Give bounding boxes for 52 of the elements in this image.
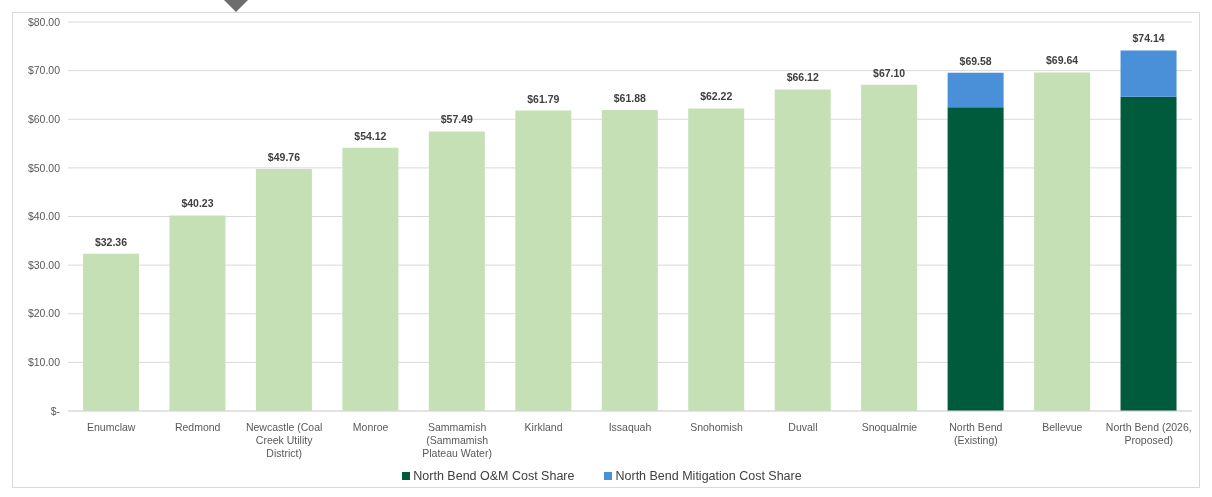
bar bbox=[601, 110, 658, 411]
x-tick-label: Sammamish (Sammamish Plateau Water) bbox=[422, 421, 492, 459]
x-tick-label: Kirkland bbox=[524, 421, 563, 433]
y-tick-label: $30.00 bbox=[27, 258, 61, 271]
bar bbox=[428, 131, 485, 411]
data-label: $69.64 bbox=[1046, 54, 1079, 67]
legend-label: North Bend Mitigation Cost Share bbox=[614, 469, 802, 483]
x-tick-label: North Bend (Existing) bbox=[949, 421, 1003, 446]
legend-label: North Bend O&M Cost Share bbox=[412, 469, 575, 483]
y-tick-label: $60.00 bbox=[27, 112, 61, 125]
bar bbox=[688, 108, 745, 411]
bar bbox=[342, 147, 399, 411]
y-tick-label: $- bbox=[50, 404, 61, 417]
data-label: $57.49 bbox=[440, 113, 474, 126]
data-label: $40.23 bbox=[181, 197, 214, 210]
x-tick-label: North Bend (2026, Proposed) bbox=[1105, 421, 1192, 446]
x-tick-label: Snoqualmie bbox=[861, 421, 918, 433]
y-tick-label: $80.00 bbox=[27, 15, 61, 28]
bar bbox=[947, 107, 1004, 411]
bar bbox=[255, 169, 312, 411]
total-label: $74.14 bbox=[1132, 32, 1165, 45]
y-tick-label: $40.00 bbox=[27, 210, 61, 223]
y-tick-label: $20.00 bbox=[27, 307, 61, 320]
y-tick-label: $10.00 bbox=[27, 356, 61, 369]
x-tick-label: Enumclaw bbox=[87, 421, 136, 433]
data-label: $61.88 bbox=[613, 92, 646, 105]
bar bbox=[1034, 72, 1091, 411]
x-tick-label: Newcastle (Coal Creek Utility District) bbox=[245, 421, 323, 459]
data-label: $54.12 bbox=[354, 129, 387, 142]
x-tick-label: Monroe bbox=[352, 421, 389, 433]
bar bbox=[774, 89, 831, 411]
data-label: $32.36 bbox=[94, 235, 128, 248]
data-label: $61.79 bbox=[527, 92, 560, 105]
data-label: $62.22 bbox=[700, 90, 733, 103]
x-tick-label: Snohomish bbox=[690, 421, 743, 433]
y-tick-label: $70.00 bbox=[27, 64, 61, 77]
data-label: $67.10 bbox=[873, 66, 906, 79]
x-tick-label: Bellevue bbox=[1042, 421, 1083, 433]
x-tick-label: Redmond bbox=[174, 421, 221, 433]
bar bbox=[1120, 96, 1177, 411]
bar bbox=[947, 72, 1004, 108]
y-tick-label: $50.00 bbox=[27, 161, 61, 174]
x-tick-label: Duvall bbox=[788, 421, 818, 433]
bar bbox=[515, 110, 572, 411]
bar bbox=[1120, 50, 1177, 97]
data-label: $49.76 bbox=[267, 151, 301, 164]
data-label: $66.12 bbox=[786, 71, 819, 84]
total-label: $69.58 bbox=[959, 54, 992, 67]
bar bbox=[83, 253, 139, 411]
bar bbox=[169, 215, 226, 411]
x-tick-label: Issaquah bbox=[608, 421, 652, 433]
bar bbox=[861, 84, 918, 411]
